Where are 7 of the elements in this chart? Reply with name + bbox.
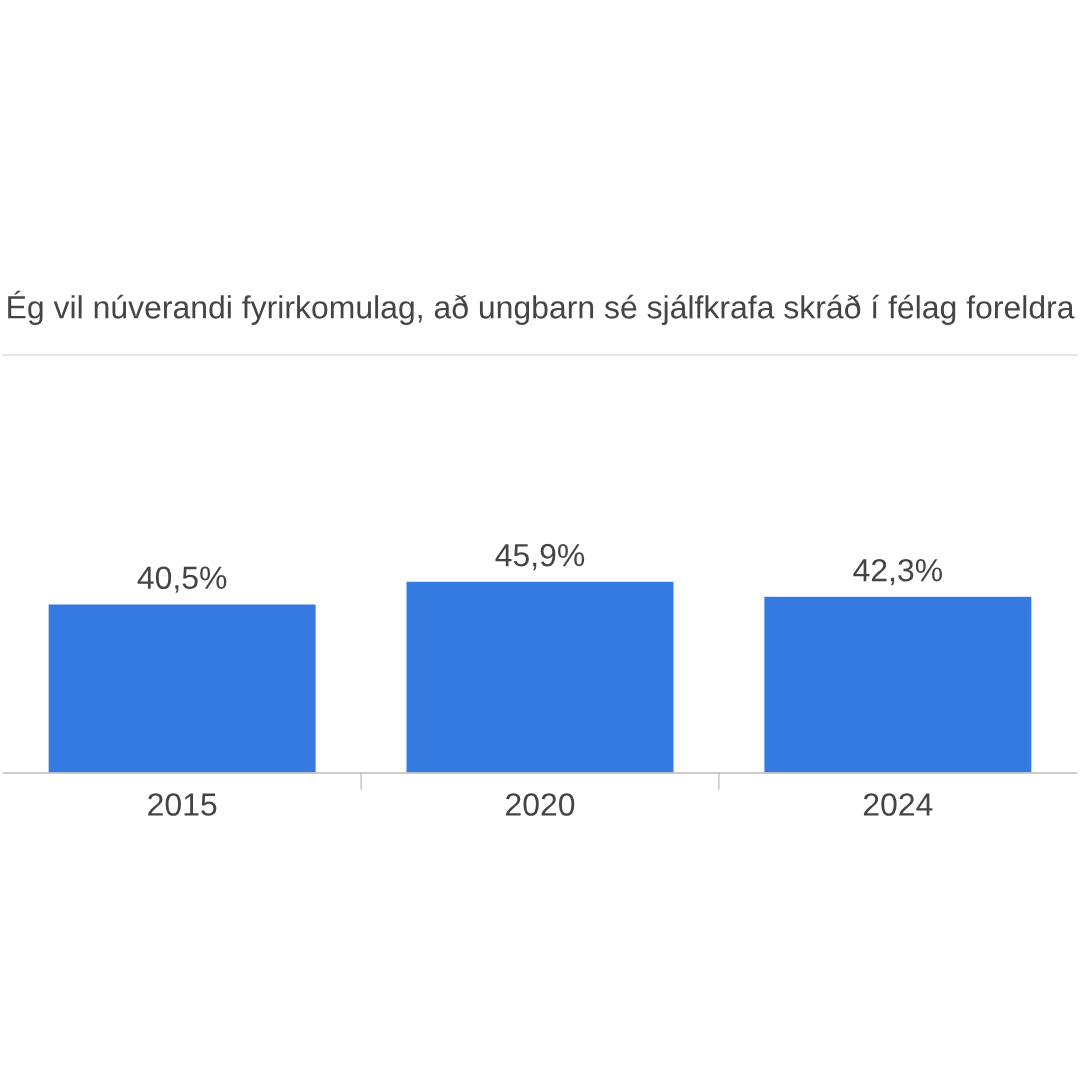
data-label: 42,3% bbox=[853, 558, 942, 586]
x-tick-label: 2024 bbox=[863, 793, 933, 816]
data-label: 40,5% bbox=[137, 566, 227, 593]
data-label: 45,9% bbox=[495, 543, 585, 571]
x-tick-label: 2015 bbox=[148, 793, 217, 816]
x-tick-label: 2020 bbox=[506, 793, 575, 816]
chart-title: Ég vil núverandi fyrirkomulag, að ungbarn sé sjálfkrafa skráð í félag foreldra bbox=[8, 290, 1075, 325]
